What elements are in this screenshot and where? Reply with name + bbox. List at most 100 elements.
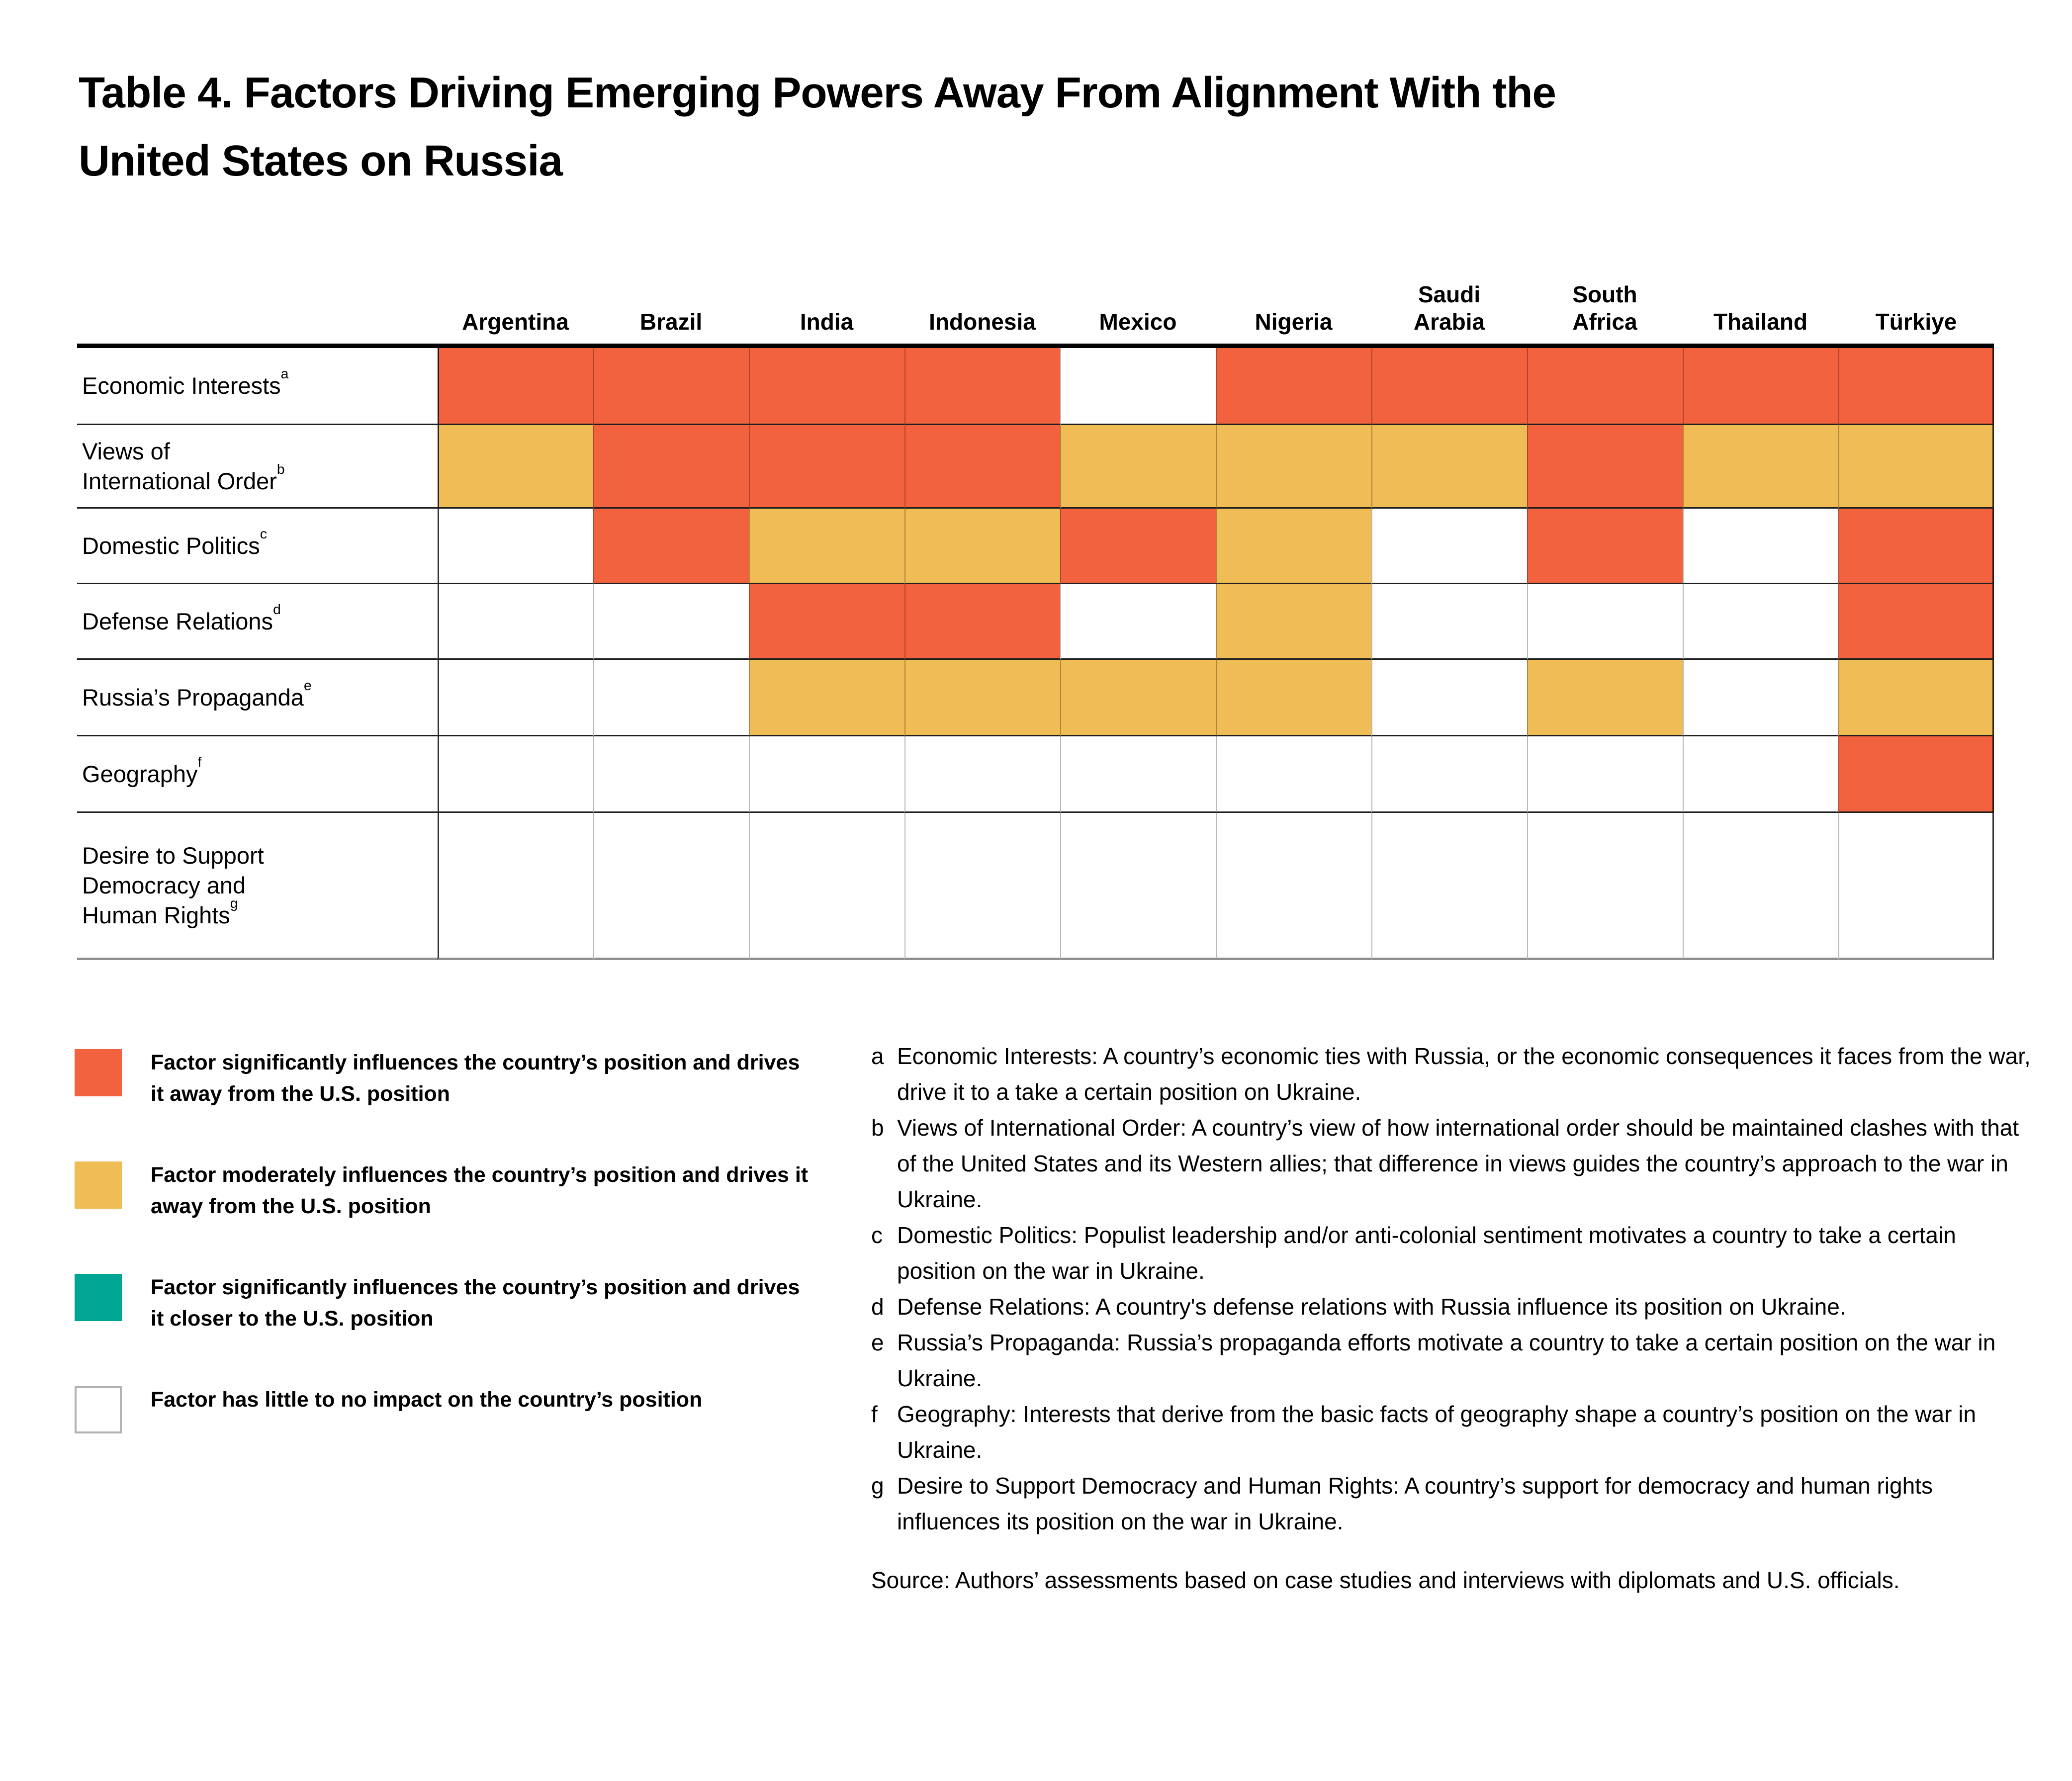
- cell-south-africa-d: [1527, 584, 1683, 660]
- column-header-indonesia: Indonesia: [904, 226, 1060, 348]
- footnote-d: d Defense Relations: A country's defense …: [871, 1289, 2041, 1325]
- factors-matrix: Argentina Brazil India Indonesia Mexico Niger…: [77, 226, 1994, 960]
- factor-row-b: Views of International Orderb: [77, 425, 1994, 509]
- cell-indonesia-d: [904, 584, 1060, 660]
- corner-cell: [77, 226, 438, 348]
- factor-row-e: Russia’s Propagandae: [77, 660, 1994, 736]
- column-header-saudi-arabia: Saudi Arabia: [1371, 226, 1527, 348]
- cell-thailand-c: [1683, 509, 1838, 584]
- cell-indonesia-b: [904, 425, 1060, 509]
- factor-row-g: Desire to Support Democracy and Human Righ…: [77, 813, 1994, 960]
- cell-thailand-a: [1683, 348, 1838, 425]
- legend-label-none: Factor has little to no impact on the co…: [151, 1388, 703, 1412]
- cell-saudi-arabia-e: [1371, 660, 1527, 736]
- footnote-c: c Domestic Politics: Populist leadership …: [871, 1217, 2041, 1289]
- legend-item-mod-away: Factor moderately influences the country…: [75, 1159, 850, 1222]
- cell-brazil-c: [593, 509, 749, 584]
- table-title: Table 4. Factors Driving Emerging Powers…: [79, 59, 1993, 195]
- cell-south-africa-e: [1527, 660, 1683, 736]
- cell-indonesia-g: [904, 813, 1060, 960]
- cell-mexico-f: [1060, 736, 1216, 813]
- cell-nigeria-e: [1216, 660, 1371, 736]
- cell-saudi-arabia-a: [1371, 348, 1527, 425]
- row-label-desire-to-support-democracy-and-human-rights: Desire to Support Democracy and Human Righ…: [77, 813, 438, 960]
- cell-saudi-arabia-d: [1371, 584, 1527, 660]
- cell-nigeria-g: [1216, 813, 1371, 960]
- row-label-russia-s-propaganda: Russia’s Propagandae: [77, 660, 438, 736]
- legend-swatch-sig-away: [75, 1049, 122, 1096]
- cell-t-rkiye-f: [1838, 736, 1994, 813]
- cell-nigeria-f: [1216, 736, 1371, 813]
- cell-argentina-d: [438, 584, 593, 660]
- cell-t-rkiye-e: [1838, 660, 1994, 736]
- cell-thailand-d: [1683, 584, 1838, 660]
- row-label-defense-relations: Defense Relationsd: [77, 584, 438, 660]
- legend: Factor significantly influences the coun…: [75, 1047, 850, 1483]
- cell-south-africa-c: [1527, 509, 1683, 584]
- column-header-mexico: Mexico: [1060, 226, 1216, 348]
- footnote-a: a Economic Interests: A country’s economi…: [871, 1038, 2041, 1110]
- footnote-letter-b: b: [871, 1115, 884, 1141]
- cell-south-africa-a: [1527, 348, 1683, 425]
- cell-indonesia-a: [904, 348, 1060, 425]
- cell-argentina-f: [438, 736, 593, 813]
- footnote-e: e Russia’s Propaganda: Russia’s propagand…: [871, 1325, 2041, 1396]
- column-header-south-africa: South Africa: [1527, 226, 1683, 348]
- cell-t-rkiye-d: [1838, 584, 1994, 660]
- footnote-letter-e: e: [871, 1330, 884, 1355]
- footnote-letter-d: d: [871, 1294, 884, 1320]
- legend-swatch-mod-away: [75, 1161, 122, 1209]
- cell-saudi-arabia-g: [1371, 813, 1527, 960]
- footnote-f: f Geography: Interests that derive from t…: [871, 1396, 2041, 1468]
- legend-item-none: Factor has little to no impact on the co…: [75, 1384, 850, 1433]
- cell-india-f: [749, 736, 904, 813]
- cell-south-africa-f: [1527, 736, 1683, 813]
- table-title-line2: United States on Russia: [79, 137, 563, 185]
- column-header-india: India: [749, 226, 904, 348]
- cell-saudi-arabia-f: [1371, 736, 1527, 813]
- cell-mexico-g: [1060, 813, 1216, 960]
- cell-india-d: [749, 584, 904, 660]
- cell-india-a: [749, 348, 904, 425]
- column-header-thailand: Thailand: [1683, 226, 1838, 348]
- legend-label-sig-closer: Factor significantly influences the coun…: [151, 1275, 800, 1331]
- cell-argentina-c: [438, 509, 593, 584]
- cell-brazil-e: [593, 660, 749, 736]
- legend-label-sig-away: Factor significantly influences the coun…: [151, 1051, 800, 1106]
- cell-mexico-d: [1060, 584, 1216, 660]
- cell-brazil-b: [593, 425, 749, 509]
- cell-india-g: [749, 813, 904, 960]
- notes-block: a Economic Interests: A country’s economi…: [871, 1038, 2041, 1598]
- row-label-geography: Geographyf: [77, 736, 438, 813]
- factors-table: Argentina Brazil India Indonesia Mexico Niger…: [77, 226, 1994, 960]
- cell-indonesia-c: [904, 509, 1060, 584]
- cell-thailand-e: [1683, 660, 1838, 736]
- cell-nigeria-d: [1216, 584, 1371, 660]
- source-note: Source: Authors’ assessments based on ca…: [871, 1567, 1900, 1593]
- row-label-views-of-international-order: Views of International Orderb: [77, 425, 438, 509]
- header-row: Argentina Brazil India Indonesia Mexico Niger…: [77, 226, 1994, 348]
- legend-item-sig-closer: Factor significantly influences the coun…: [75, 1272, 850, 1335]
- footnotes: a Economic Interests: A country’s economi…: [871, 1038, 2041, 1539]
- footnote-letter-c: c: [871, 1222, 883, 1248]
- cell-india-c: [749, 509, 904, 584]
- cell-saudi-arabia-b: [1371, 425, 1527, 509]
- legend-label-mod-away: Factor moderately influences the country…: [151, 1163, 809, 1218]
- footnote-g: g Desire to Support Democracy and Human R…: [871, 1468, 2041, 1539]
- cell-t-rkiye-a: [1838, 348, 1994, 425]
- footnote-b: b Views of International Order: A country…: [871, 1110, 2041, 1217]
- cell-indonesia-e: [904, 660, 1060, 736]
- cell-nigeria-b: [1216, 425, 1371, 509]
- cell-saudi-arabia-c: [1371, 509, 1527, 584]
- table-title-line1: Table 4. Factors Driving Emerging Powers…: [79, 69, 1556, 117]
- cell-mexico-e: [1060, 660, 1216, 736]
- cell-argentina-g: [438, 813, 593, 960]
- factor-row-c: Domestic Politicsc: [77, 509, 1994, 584]
- column-header-nigeria: Nigeria: [1216, 226, 1371, 348]
- column-header-brazil: Brazil: [593, 226, 749, 348]
- footnote-letter-f: f: [871, 1401, 878, 1427]
- cell-argentina-a: [438, 348, 593, 425]
- cell-thailand-f: [1683, 736, 1838, 813]
- row-label-economic-interests: Economic Interestsa: [77, 348, 438, 425]
